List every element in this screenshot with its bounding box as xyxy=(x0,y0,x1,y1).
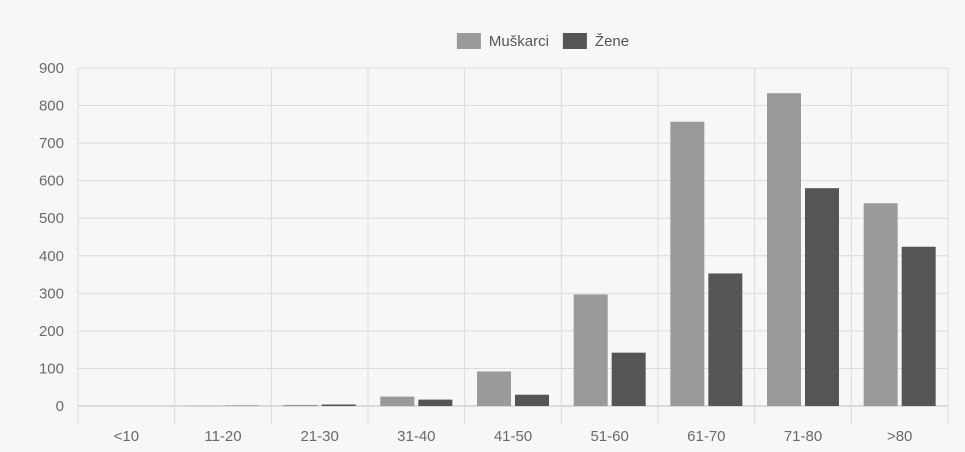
bar xyxy=(901,246,936,406)
y-tick-label: 200 xyxy=(39,323,64,340)
bar xyxy=(863,203,898,406)
grid xyxy=(77,67,949,424)
legend: Muškarci Žene xyxy=(456,33,629,50)
bar xyxy=(767,93,801,406)
x-tick-label: 51-60 xyxy=(590,428,628,445)
x-tick-label: <10 xyxy=(114,428,139,445)
y-tick-label: 700 xyxy=(39,135,64,152)
legend-swatch xyxy=(456,33,481,49)
bars xyxy=(187,93,936,407)
bar xyxy=(708,273,743,406)
bar xyxy=(418,399,453,406)
bar xyxy=(321,404,356,406)
legend-label: Žene xyxy=(595,33,629,50)
bar xyxy=(283,404,318,406)
y-tick-label: 400 xyxy=(39,248,64,265)
bar xyxy=(670,121,705,407)
legend-label: Muškarci xyxy=(489,33,549,50)
x-tick-label: 61-70 xyxy=(687,428,725,445)
bar xyxy=(805,188,839,406)
legend-swatch xyxy=(562,33,587,49)
bar xyxy=(515,394,549,406)
y-tick-label: 500 xyxy=(39,210,64,227)
bar xyxy=(611,352,646,406)
y-tick-label: 300 xyxy=(39,285,64,302)
x-tick-label: 41-50 xyxy=(494,428,532,445)
y-tick-label: 800 xyxy=(39,98,64,115)
bar xyxy=(573,294,608,406)
x-tick-label: 31-40 xyxy=(397,428,435,445)
x-tick-label: 21-30 xyxy=(300,428,338,445)
y-tick-label: 0 xyxy=(56,398,64,415)
y-tick-label: 100 xyxy=(39,360,64,377)
y-tick-label: 600 xyxy=(39,173,64,190)
x-tick-label: 11-20 xyxy=(204,428,241,445)
x-tick-label: 71-80 xyxy=(784,428,822,445)
bar xyxy=(380,396,415,406)
y-tick-label: 900 xyxy=(39,60,64,77)
x-tick-label: >80 xyxy=(887,428,912,445)
axes: 0 100 200 300 400 500 600 700 800 900 <10 11-20 21-3… xyxy=(39,60,912,445)
bar xyxy=(477,371,511,406)
